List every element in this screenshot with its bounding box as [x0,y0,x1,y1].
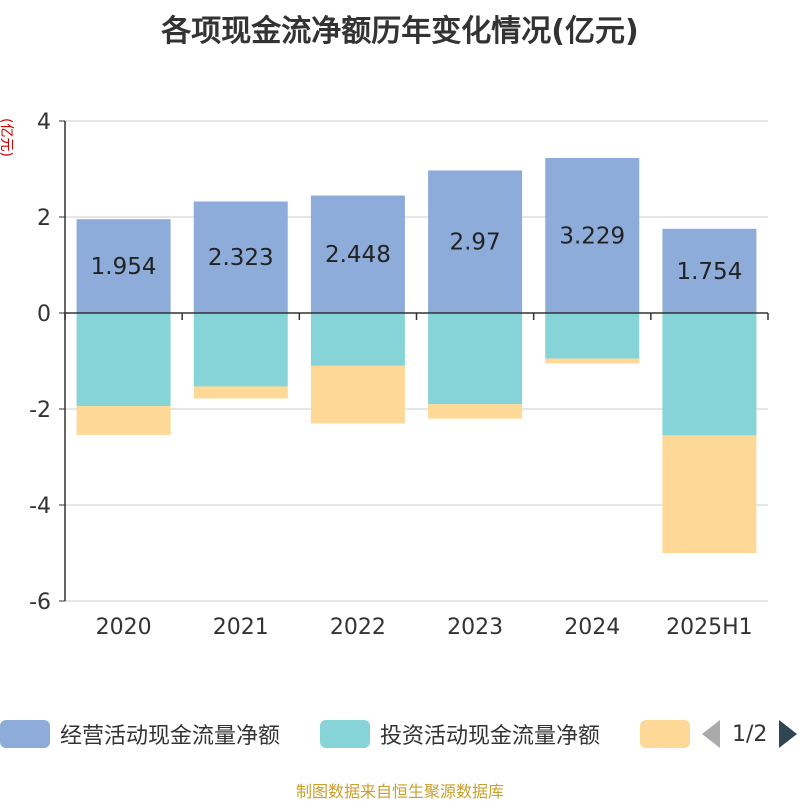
x-tick-label: 2025H1 [666,615,753,640]
bar-operating-2023 [428,170,523,313]
x-tick-label: 2020 [96,615,152,640]
legend-item-investing[interactable]: 投资活动现金流量净额 [320,716,600,752]
legend-item-third[interactable] [640,716,690,752]
data-label: 1.754 [676,259,742,285]
bar-investing-2021 [193,313,288,387]
legend: 经营活动现金流量净额 投资活动现金流量净额 1/2 [0,716,800,752]
y-tick-label: 0 [37,302,51,327]
bar-operating-2025H1 [662,228,757,313]
legend-pager: 1/2 [702,716,798,752]
legend-label-operating: 经营活动现金流量净额 [60,724,281,749]
data-source-note: 制图数据来自恒生聚源数据库 [295,782,504,801]
bar-third-2021 [193,386,288,399]
y-tick-label: -2 [29,398,51,423]
legend-prev-icon[interactable] [702,720,720,748]
data-label: 2.323 [208,245,274,271]
legend-label-investing: 投资活动现金流量净额 [380,724,601,749]
bar-investing-2020 [76,313,171,407]
bar-investing-2022 [310,313,405,366]
bar-third-2025H1 [662,435,757,553]
data-label: 1.954 [91,254,157,280]
bar-operating-2022 [310,195,405,313]
chart-title: 各项现金流净额历年变化情况(亿元) [161,14,639,49]
data-label: 3.229 [559,224,625,250]
bar-operating-2020 [76,219,171,313]
y-tick-label: 2 [37,206,51,231]
legend-item-operating[interactable]: 经营活动现金流量净额 [0,716,280,752]
legend-swatch-third [640,720,690,748]
y-tick-label: -4 [29,494,51,519]
bar-investing-2024 [545,313,640,359]
bar-third-2022 [310,365,405,424]
bar-operating-2021 [193,201,288,313]
bar-third-2020 [76,406,171,435]
x-tick-label: 2022 [330,615,386,640]
bar-third-2023 [428,404,523,419]
y-tick-label: 4 [37,110,51,135]
bar-third-2024 [545,358,640,364]
legend-next-icon[interactable] [779,720,798,748]
legend-page-indicator: 1/2 [732,721,768,747]
legend-swatch-operating [0,720,50,748]
x-tick-label: 2023 [447,615,503,640]
bar-investing-2025H1 [662,313,757,436]
data-label: 2.97 [449,230,500,256]
y-tick-label: -6 [29,590,51,615]
y-axis-unit: (亿元) [0,118,14,157]
data-label: 2.448 [325,242,391,268]
x-tick-label: 2021 [213,615,269,640]
bar-operating-2024 [545,158,640,313]
bar-investing-2023 [428,313,523,405]
legend-swatch-investing [320,720,370,748]
x-tick-label: 2024 [564,615,620,640]
